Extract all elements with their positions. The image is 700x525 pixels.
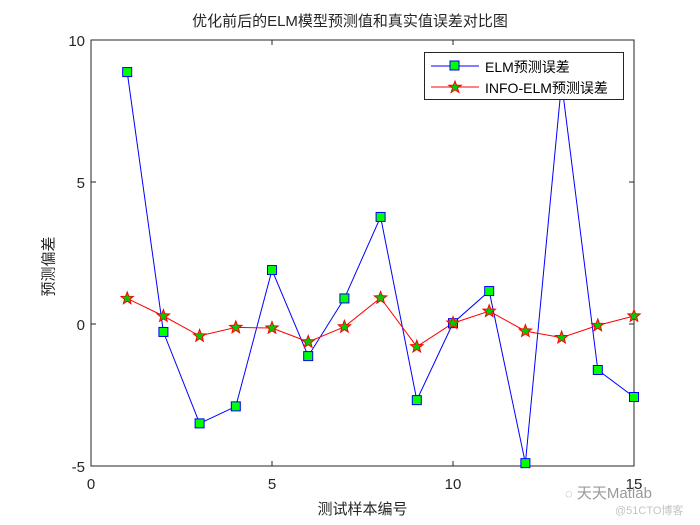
chart-title: 优化前后的ELM模型预测值和真实值误差对比图 bbox=[192, 13, 508, 30]
data-point bbox=[629, 391, 639, 402]
y-axis-label: 预测偏差 bbox=[40, 236, 58, 297]
data-point bbox=[520, 458, 531, 469]
y-tick-label: 0 bbox=[77, 317, 85, 334]
data-point bbox=[484, 286, 495, 297]
legend-item-info-elm: INFO-ELM预测误差 bbox=[425, 77, 623, 97]
legend-label-info-elm: INFO-ELM预测误差 bbox=[485, 80, 608, 96]
data-point bbox=[590, 317, 606, 332]
data-point bbox=[300, 333, 316, 349]
x-tick-label: 0 bbox=[87, 476, 95, 493]
data-point bbox=[411, 395, 422, 406]
legend-label-elm: ELM预测误差 bbox=[485, 59, 570, 75]
y-tick-label: -5 bbox=[72, 459, 85, 476]
legend: ELM预测误差 INFO-ELM预测误差 bbox=[424, 52, 624, 100]
data-point bbox=[336, 318, 352, 334]
data-point bbox=[409, 338, 425, 354]
data-point bbox=[155, 308, 171, 323]
data-point bbox=[192, 327, 208, 343]
y-tick-label: 5 bbox=[77, 175, 85, 192]
y-tick-label: 10 bbox=[68, 33, 85, 50]
data-point bbox=[119, 290, 135, 305]
data-point bbox=[194, 418, 205, 429]
data-point bbox=[303, 351, 314, 362]
data-point bbox=[122, 67, 133, 78]
data-point bbox=[554, 329, 570, 345]
data-point bbox=[373, 289, 389, 305]
wechat-icon: ◌ bbox=[565, 486, 573, 501]
x-tick-label: 10 bbox=[445, 476, 462, 493]
square-marker-icon bbox=[431, 60, 479, 71]
data-point bbox=[264, 320, 280, 335]
data-point bbox=[267, 265, 277, 276]
star-marker-icon bbox=[431, 79, 479, 94]
x-tick-label: 5 bbox=[268, 476, 276, 493]
data-point bbox=[375, 211, 386, 222]
watermark-text: 天天Matlab bbox=[576, 485, 652, 502]
data-point bbox=[445, 315, 461, 330]
plot-area bbox=[90, 39, 635, 467]
data-point bbox=[592, 365, 603, 376]
legend-item-elm: ELM预测误差 bbox=[425, 56, 623, 76]
data-point bbox=[626, 308, 642, 323]
x-tick-label: 15 bbox=[626, 476, 643, 493]
data-point bbox=[230, 401, 241, 412]
data-point bbox=[228, 319, 244, 334]
data-point bbox=[158, 326, 169, 337]
watermark: ◌ 天天Matlab bbox=[565, 482, 652, 503]
data-point bbox=[481, 303, 497, 318]
watermark-secondary: @51CTO博客 bbox=[615, 505, 684, 517]
data-point bbox=[517, 323, 533, 338]
x-axis-label: 测试样本编号 bbox=[317, 501, 408, 518]
data-point bbox=[339, 293, 350, 304]
